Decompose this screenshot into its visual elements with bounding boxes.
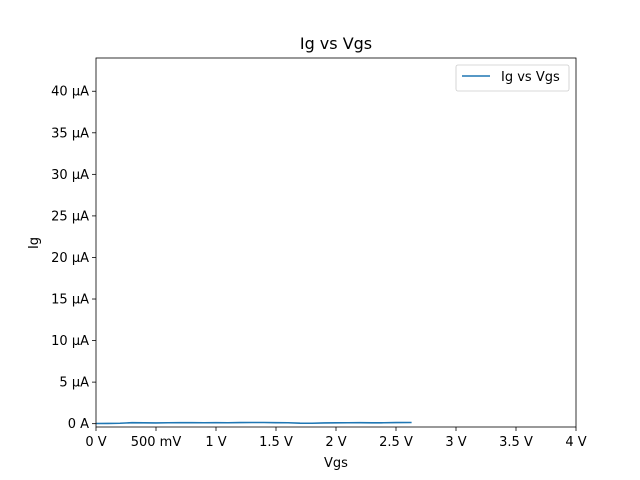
series-group [95,421,412,425]
y-axis-label: Ig [27,237,42,249]
x-axis-label: Vgs [324,456,348,471]
y-tick-label: 10 µA [51,334,89,349]
y-tick-label: 15 µA [51,293,89,308]
series-line [95,421,412,425]
y-tick-label: 40 µA [51,85,89,100]
legend-box [455,64,570,92]
legend: Ig vs Vgs [455,64,570,92]
legend-label: Ig vs Vgs [501,70,560,85]
x-tick-label: 1.5 V [259,435,293,450]
y-axis-ticks: 0 A 5 µA 10 µA 15 µA 20 µA 25 µA 30 µA 35 µA 40 … [51,85,96,432]
plot-frame [95,57,577,428]
y-tick-label: 5 µA [59,376,89,391]
x-tick-label: 2 V [325,435,346,450]
y-tick-label: 30 µA [51,168,89,183]
x-tick-label: 0 V [85,435,106,450]
y-tick-label: 35 µA [51,126,89,141]
x-tick-label: 4 V [565,435,586,450]
x-tick-label: 3 V [445,435,466,450]
plot-area [96,58,576,427]
y-tick-label: 0 A [68,417,89,432]
x-tick-label: 2.5 V [379,435,413,450]
x-tick-label: 500 mV [131,435,182,450]
x-axis-ticks: 0 V 500 mV 1 V 1.5 V 2 V 2.5 V 3 V 3.5 V 4 V [85,427,587,450]
x-tick-label: 1 V [205,435,226,450]
y-tick-label: 25 µA [51,209,89,224]
y-tick-label: 20 µA [51,251,89,266]
x-tick-label: 3.5 V [499,435,533,450]
chart-title: Ig vs Vgs [300,34,372,53]
